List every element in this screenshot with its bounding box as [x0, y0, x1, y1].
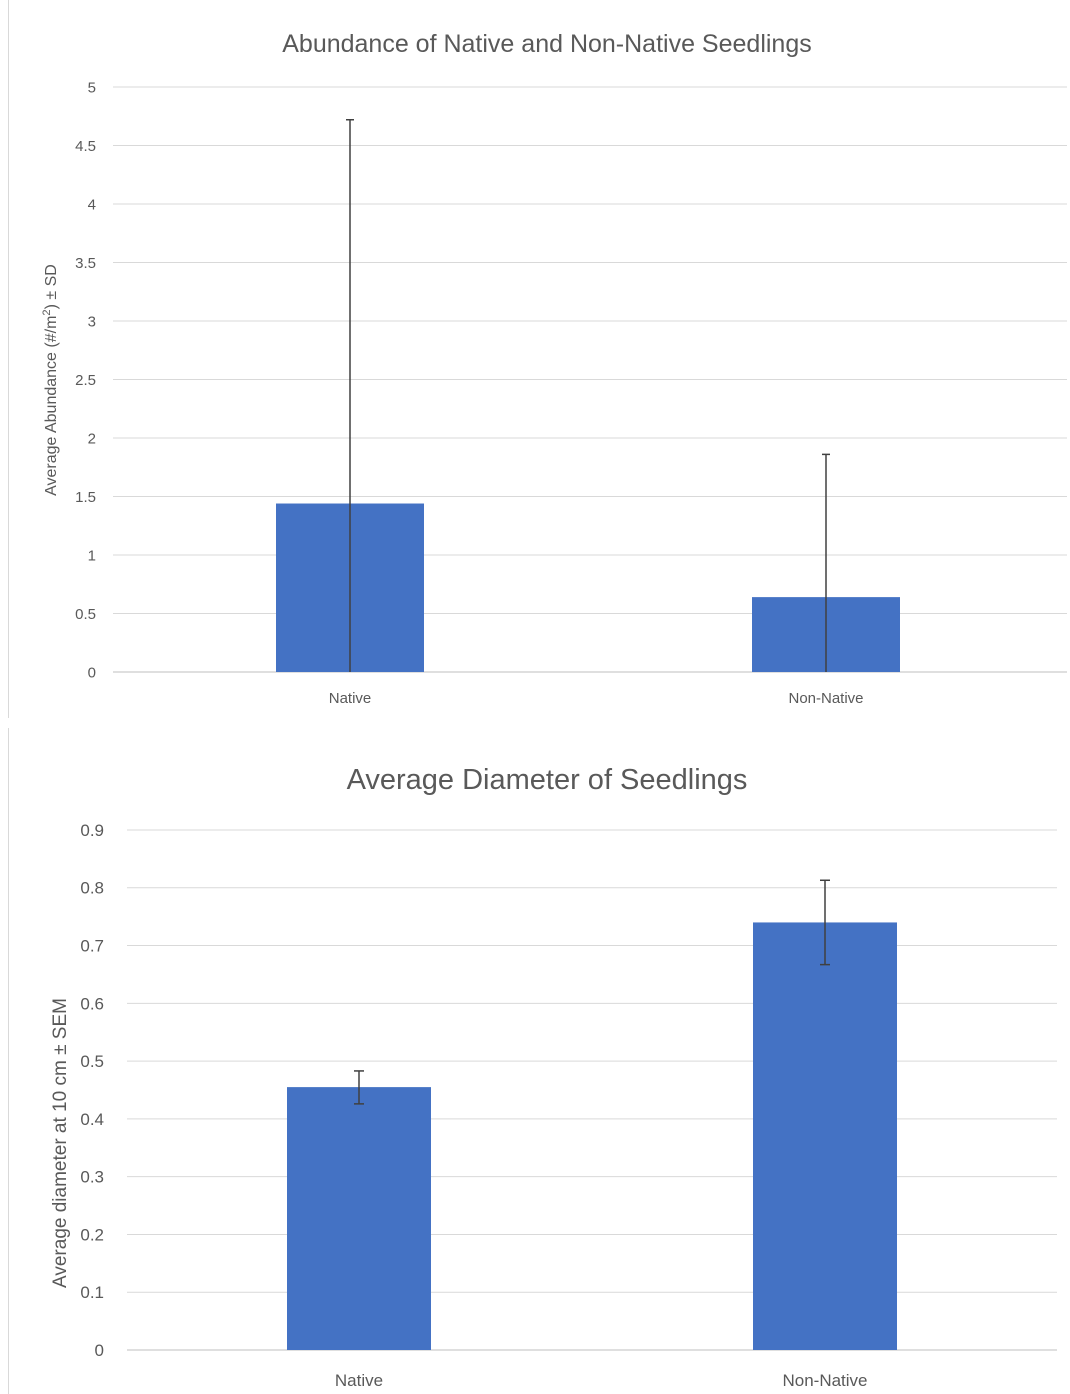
y-tick-label: 5 [88, 79, 96, 96]
y-tick-label: 0.4 [80, 1110, 104, 1129]
y-tick-label: 0 [95, 1341, 104, 1360]
y-tick-label: 1 [88, 547, 96, 564]
panel-left-border [8, 0, 9, 718]
y-tick-label: 3 [88, 313, 96, 330]
y-tick-label: 2 [88, 430, 96, 447]
y-tick-label: 4 [88, 196, 96, 213]
diameter-chart: Average Diameter of Seedlings 0 0.1 0.2 0.3 0… [50, 764, 1057, 1390]
abundance-chart-panel: Abundance of Native and Non-Native Seedl… [8, 0, 1067, 718]
chart-title: Abundance of Native and Non-Native Seedl… [282, 30, 812, 58]
chart-title: Average Diameter of Seedlings [347, 764, 748, 796]
diameter-chart-panel: Average Diameter of Seedlings 0 0.1 0.2 0.3 0… [0, 728, 1070, 1394]
y-tick-label: 0 [88, 664, 96, 681]
y-tick-label: 0.1 [80, 1283, 104, 1302]
y-axis-title-main: Average diameter at 10 cm ± SEM [50, 998, 71, 1288]
y-axis-title: Average diameter at 10 cm ± SEM [50, 998, 71, 1288]
y-axis-title-tail: ) ± SD [43, 264, 60, 309]
panel-left-border [8, 728, 9, 1394]
y-tick-label: 0.9 [80, 821, 104, 840]
y-tick-label: 3.5 [75, 255, 96, 272]
y-tick-label: 2.5 [75, 372, 96, 389]
y-axis-title: Average Abundance (#/m2) ± SD [41, 264, 60, 496]
y-axis-title-main: Average Abundance (#/m [43, 316, 60, 496]
bar-non-native [753, 922, 897, 1350]
y-tick-label: 0.6 [80, 994, 104, 1013]
y-tick-label: 0.2 [80, 1225, 104, 1244]
x-category-label: Native [329, 690, 372, 707]
y-tick-label: 0.5 [75, 606, 96, 623]
y-tick-label: 0.5 [80, 1052, 104, 1071]
y-axis-title-superscript: 2 [41, 309, 53, 315]
y-tick-label: 0.7 [80, 937, 104, 956]
abundance-chart: Abundance of Native and Non-Native Seedl… [41, 30, 1067, 707]
x-category-label: Non-Native [782, 1371, 867, 1390]
y-tick-label: 4.5 [75, 138, 96, 155]
x-category-label: Non-Native [788, 690, 863, 707]
y-tick-label: 0.3 [80, 1168, 104, 1187]
x-category-label: Native [335, 1371, 383, 1390]
bar-native [287, 1087, 431, 1350]
y-tick-label: 1.5 [75, 489, 96, 506]
y-tick-label: 0.8 [80, 879, 104, 898]
